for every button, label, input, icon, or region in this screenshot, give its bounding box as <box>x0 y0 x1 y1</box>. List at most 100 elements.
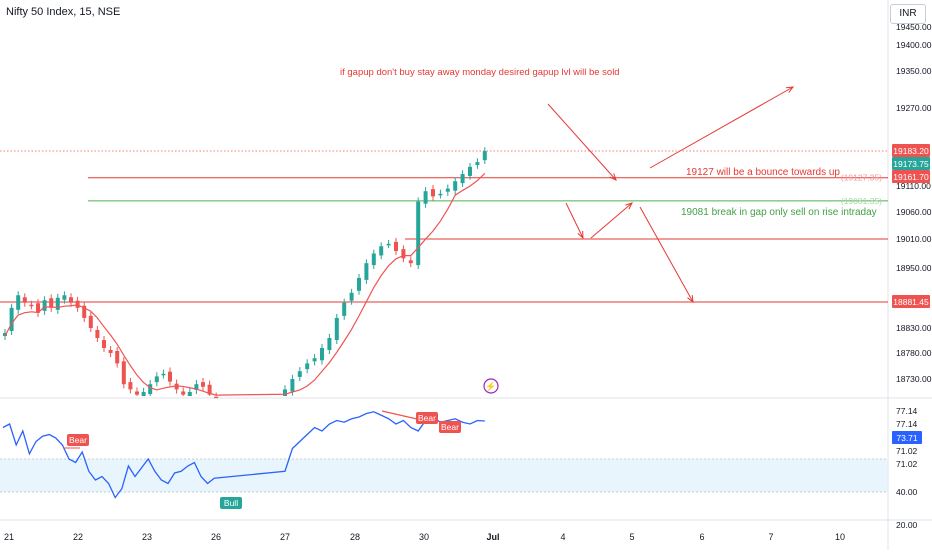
candle <box>431 189 435 197</box>
candle <box>290 379 295 392</box>
candle <box>475 162 480 165</box>
price-axis-tick: 18730.00 <box>896 374 932 384</box>
oscillator-axis-tick: 20.00 <box>896 520 918 530</box>
oscillator-axis-tick: 77.14 <box>896 419 918 429</box>
signal-bear-1-bg <box>67 434 89 446</box>
candle <box>42 300 47 311</box>
candle <box>121 361 126 385</box>
time-axis-tick: 27 <box>280 532 290 542</box>
time-axis-tick: 28 <box>350 532 360 542</box>
signal-bear-2: Bear <box>418 413 436 423</box>
arrow-down-to-19010-head <box>577 230 584 240</box>
candle <box>468 166 472 176</box>
candle <box>161 373 166 376</box>
annotation-bounce: 19127 will be a bounce towards up <box>686 167 840 178</box>
price-axis-tick: 19060.00 <box>896 207 932 217</box>
time-axis-tick: 23 <box>142 532 152 542</box>
candle <box>379 246 384 256</box>
candle <box>36 303 40 313</box>
candle <box>62 295 67 300</box>
oscillator-axis-tick: 71.02 <box>896 446 918 456</box>
price-badge-19173: 19173.75 <box>893 159 929 169</box>
candle <box>95 330 100 338</box>
level-label-19127: (19127.35) <box>841 173 882 183</box>
candle <box>115 351 120 364</box>
candle <box>9 307 14 331</box>
candle <box>168 371 172 382</box>
time-axis-tick: 5 <box>629 532 634 542</box>
candle <box>364 263 369 280</box>
signal-bull-1: Bull <box>224 498 238 508</box>
candle <box>135 391 139 395</box>
candle <box>401 249 406 259</box>
price-axis-tick: 18830.00 <box>896 323 932 333</box>
candle <box>69 297 73 303</box>
price-badge-19161: 19161.70 <box>893 172 929 182</box>
signal-bear-1: Bear <box>69 435 87 445</box>
price-axis-tick: 18780.00 <box>896 348 932 358</box>
arrow-down-to-18881 <box>639 206 694 303</box>
candle <box>327 338 332 350</box>
candle <box>82 305 87 318</box>
price-badge-19183-bg <box>892 144 930 157</box>
candle <box>148 384 153 395</box>
price-badge-18881-bg <box>892 295 930 308</box>
price-axis-tick: 19010.00 <box>896 234 932 244</box>
time-axis-tick: 26 <box>211 532 221 542</box>
candle <box>423 191 428 204</box>
oscillator-axis-tick: 40.00 <box>896 487 918 497</box>
price-axis-tick: 19110.00 <box>896 181 931 191</box>
candle <box>305 363 310 370</box>
candle <box>320 348 324 361</box>
oscillator-value-badge-bg <box>892 431 922 444</box>
oscillator-band <box>0 459 888 492</box>
time-axis-tick: 7 <box>768 532 773 542</box>
signal-bear-3: Bear <box>441 422 459 432</box>
oscillator-line <box>2 411 485 499</box>
candle <box>453 181 458 191</box>
candle <box>386 243 391 246</box>
time-axis-tick: 4 <box>560 532 565 542</box>
candle <box>312 358 317 362</box>
candle <box>55 297 60 310</box>
signal-bull-1-bg <box>220 497 242 509</box>
currency-selector[interactable]: INR <box>890 4 926 24</box>
lightning-glyph: ⚡ <box>485 381 496 393</box>
candle <box>102 340 106 348</box>
candle <box>438 193 443 196</box>
price-badge-18881: 18881.45 <box>893 297 929 307</box>
candle <box>394 241 398 252</box>
oscillator-value-badge: 73.71 <box>896 433 918 443</box>
candle <box>16 295 21 310</box>
arrow-up-bounce <box>649 86 794 169</box>
time-axis-tick: 22 <box>73 532 83 542</box>
time-axis-tick: 10 <box>835 532 845 542</box>
arrow-up-retest-head <box>625 202 633 210</box>
price-badge-19183: 19183.20 <box>893 146 929 156</box>
arrow-up-retest <box>590 202 633 239</box>
candle <box>128 382 133 390</box>
price-axis-tick: 19350.00 <box>896 66 932 76</box>
candle <box>181 391 186 395</box>
lightning-icon <box>483 378 499 394</box>
arrow-down-to-19127-head <box>609 173 617 181</box>
arrow-up-bounce-head <box>785 86 795 93</box>
candle <box>108 350 113 353</box>
candle <box>349 292 354 301</box>
price-axis-tick: 19400.00 <box>896 40 932 50</box>
candle <box>334 317 339 340</box>
candle <box>416 201 421 266</box>
candle <box>445 188 450 192</box>
oscillator-axis-tick: 77.14 <box>896 406 918 416</box>
candle <box>297 371 302 377</box>
candle <box>3 333 7 336</box>
level-label-19081: (19081.35) <box>841 196 882 206</box>
annotation-gapup: if gapup don't buy stay away monday desi… <box>340 67 620 78</box>
candle <box>371 253 376 266</box>
chart-title: Nifty 50 Index, 15, NSE <box>6 6 121 18</box>
candle <box>283 389 287 396</box>
candle <box>357 277 361 291</box>
candle <box>141 392 146 396</box>
